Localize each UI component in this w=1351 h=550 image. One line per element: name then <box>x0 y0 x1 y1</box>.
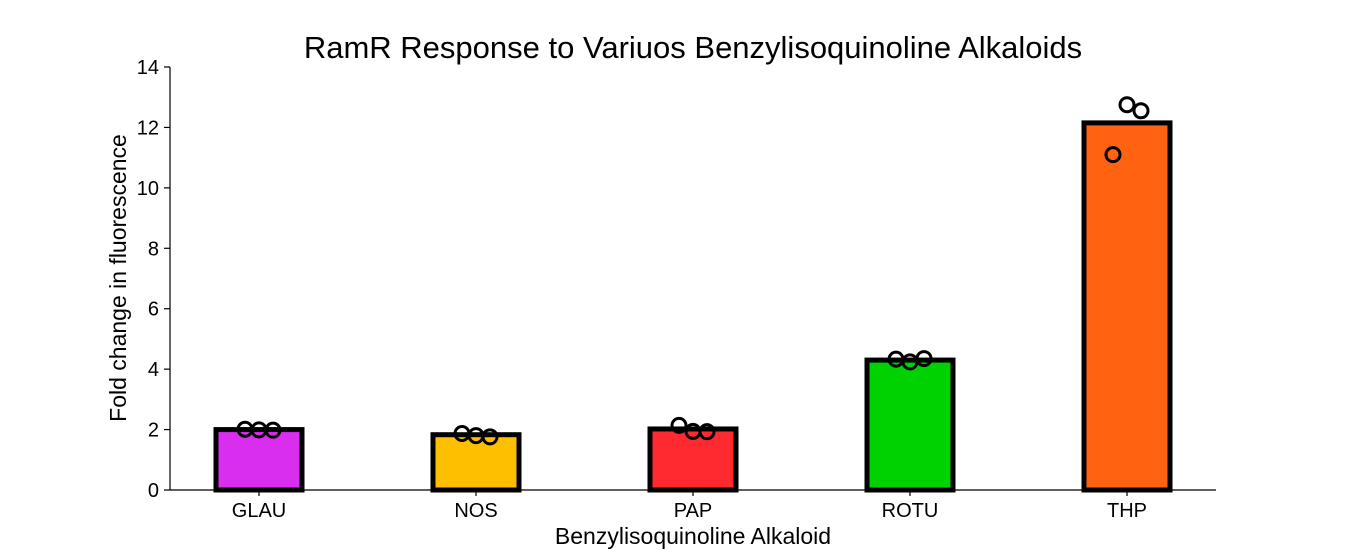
replicate-point-nos <box>481 428 499 446</box>
y-tick-label: 8 <box>148 238 159 260</box>
replicate-point-rotu <box>915 350 933 368</box>
x-tick-label-glau: GLAU <box>232 500 286 522</box>
replicate-points-layer <box>236 96 1150 446</box>
x-tick-label-rotu: ROTU <box>882 500 939 522</box>
x-ticks: GLAU NOS PAP ROTU THP <box>232 490 1147 522</box>
replicate-point-thp <box>1132 102 1150 120</box>
replicate-point-pap <box>698 423 716 441</box>
y-tick-label: 6 <box>148 299 159 321</box>
y-tick-label: 0 <box>148 480 159 502</box>
y-tick-label: 14 <box>137 57 159 79</box>
y-ticks: 0 2 4 6 8 10 12 14 <box>137 57 170 502</box>
bar-glau <box>213 427 305 493</box>
y-tick-label: 10 <box>137 178 159 200</box>
y-tick-label: 2 <box>148 420 159 442</box>
x-tick-label-thp: THP <box>1107 500 1147 522</box>
y-tick-label: 4 <box>148 359 159 381</box>
x-axis-title: Benzylisoquinoline Alkaloid <box>555 523 831 549</box>
bar-thp <box>1081 120 1173 493</box>
chart-title: RamR Response to Variuos Benzylisoquinol… <box>304 30 1082 65</box>
y-axis-title: Fold change in fluorescence <box>105 134 131 422</box>
x-tick-label-nos: NOS <box>454 500 497 522</box>
replicate-point-pap <box>670 416 688 434</box>
replicate-point-glau <box>264 421 282 439</box>
replicate-point-thp <box>1104 146 1122 164</box>
replicate-point-thp <box>1118 96 1136 114</box>
bars-layer <box>213 120 1173 493</box>
y-tick-label: 12 <box>137 117 159 139</box>
bar-rotu <box>864 357 956 493</box>
x-tick-label-pap: PAP <box>674 500 713 522</box>
